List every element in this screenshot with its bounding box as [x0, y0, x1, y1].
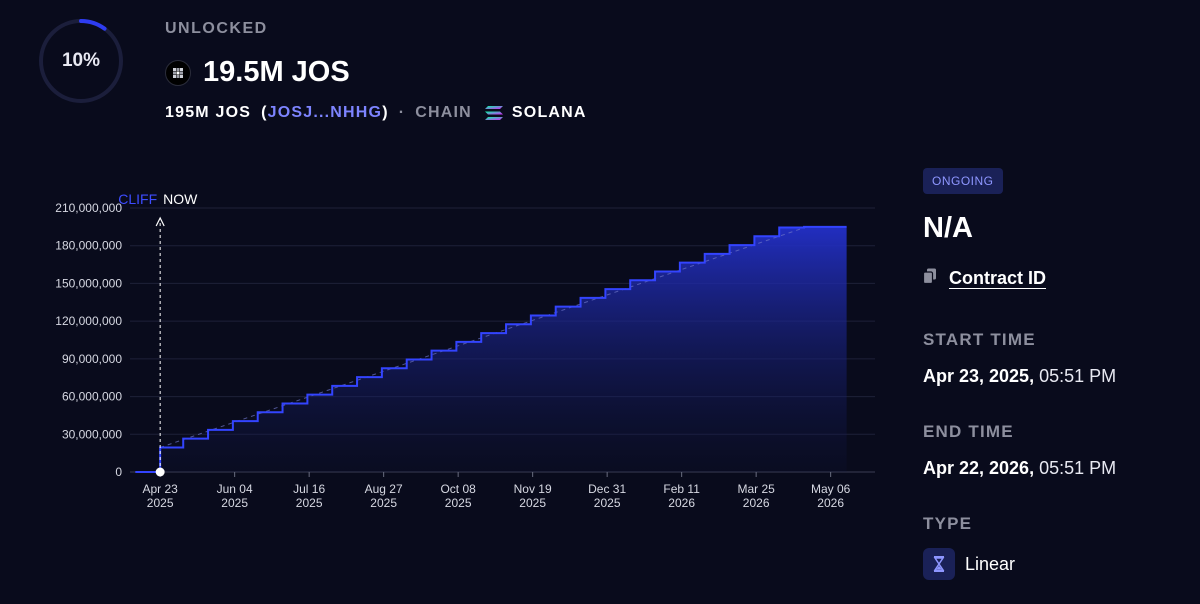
- paren-open: (: [261, 104, 268, 121]
- now-point: [155, 467, 165, 477]
- token-logo-icon: [165, 59, 191, 86]
- separator-dot: ·: [398, 104, 406, 121]
- x-tick-year: 2026: [668, 496, 695, 510]
- start-time-value: Apr 23, 2025, 05:51 PM: [923, 366, 1116, 387]
- x-tick-year: 2026: [743, 496, 770, 510]
- y-tick-label: 90,000,000: [62, 352, 122, 366]
- contract-id-link[interactable]: Contract ID: [949, 268, 1047, 288]
- now-arrow-icon: [155, 216, 165, 227]
- paren-close: ): [382, 104, 389, 121]
- start-clock: 05:51 PM: [1039, 366, 1117, 386]
- x-tick-year: 2025: [519, 496, 546, 510]
- unlock-area: [160, 226, 847, 472]
- type-row: Linear: [923, 548, 1015, 580]
- unlocked-amount-row: 19.5M JOS: [165, 56, 350, 89]
- x-tick-year: 2025: [221, 496, 248, 510]
- x-tick-label: Aug 27: [365, 482, 403, 496]
- y-tick-label: 60,000,000: [62, 390, 122, 404]
- type-value: Linear: [965, 553, 1016, 574]
- x-tick-year: 2025: [594, 496, 621, 510]
- end-time-label: END TIME: [923, 422, 1014, 441]
- x-tick-label: Mar 25: [737, 482, 775, 496]
- x-tick-year: 2026: [817, 496, 844, 510]
- x-tick-label: Apr 23: [142, 482, 178, 496]
- y-tick-label: 0: [115, 465, 122, 479]
- unlocked-label: UNLOCKED: [165, 20, 268, 37]
- now-label: NOW: [163, 191, 198, 207]
- y-tick-label: 210,000,000: [55, 201, 122, 215]
- x-tick-label: Oct 08: [440, 482, 476, 496]
- hourglass-icon: [923, 548, 955, 580]
- end-time-value: Apr 22, 2026, 05:51 PM: [923, 458, 1116, 479]
- end-clock: 05:51 PM: [1039, 458, 1117, 478]
- status-badge: ONGOING: [923, 168, 1003, 194]
- total-amount: 195M JOS: [165, 104, 252, 121]
- x-tick-label: May 06: [811, 482, 851, 496]
- y-tick-label: 150,000,000: [55, 276, 122, 290]
- y-tick-label: 180,000,000: [55, 239, 122, 253]
- x-tick-year: 2025: [370, 496, 397, 510]
- end-date: Apr 22, 2026,: [923, 458, 1035, 478]
- token-info-row: 195M JOS ( JOSJ...NHHG ) · CHAIN SOLANA: [165, 104, 587, 122]
- x-tick-label: Dec 31: [588, 482, 626, 496]
- x-tick-label: Nov 19: [514, 482, 552, 496]
- unlock-schedule-chart: 0 30,000,000 60,000,000 90,000,000 120,000,0…: [55, 191, 875, 510]
- chain-name: SOLANA: [511, 104, 587, 121]
- details-panel: ONGOING N/A Contract ID START TIME Apr 2…: [922, 168, 1183, 580]
- start-time-label: START TIME: [923, 330, 1036, 349]
- unlock-step-line: [135, 225, 847, 473]
- stream-name: N/A: [923, 212, 973, 244]
- cliff-label: CLIFF: [118, 191, 157, 207]
- x-tick-label: Jul 16: [293, 482, 325, 496]
- contract-row: Contract ID: [922, 268, 1047, 289]
- solana-icon: [484, 105, 504, 121]
- y-tick-label: 30,000,000: [62, 427, 122, 441]
- y-tick-label: 120,000,000: [55, 314, 122, 328]
- unlocked-amount: 19.5M JOS: [203, 56, 350, 88]
- progress-ring: [39, 19, 123, 103]
- token-address-link[interactable]: JOSJ...NHHG: [267, 104, 383, 121]
- progress-percent: 10%: [61, 50, 101, 71]
- x-tick-year: 2025: [445, 496, 472, 510]
- x-tick-label: Feb 11: [663, 482, 700, 496]
- x-tick-year: 2025: [147, 496, 174, 510]
- chain-label: CHAIN: [415, 104, 472, 121]
- copy-icon[interactable]: [922, 268, 937, 289]
- x-tick-label: Jun 04: [217, 482, 253, 496]
- type-label: TYPE: [923, 514, 973, 533]
- start-date: Apr 23, 2025,: [923, 366, 1035, 386]
- x-tick-year: 2025: [296, 496, 323, 510]
